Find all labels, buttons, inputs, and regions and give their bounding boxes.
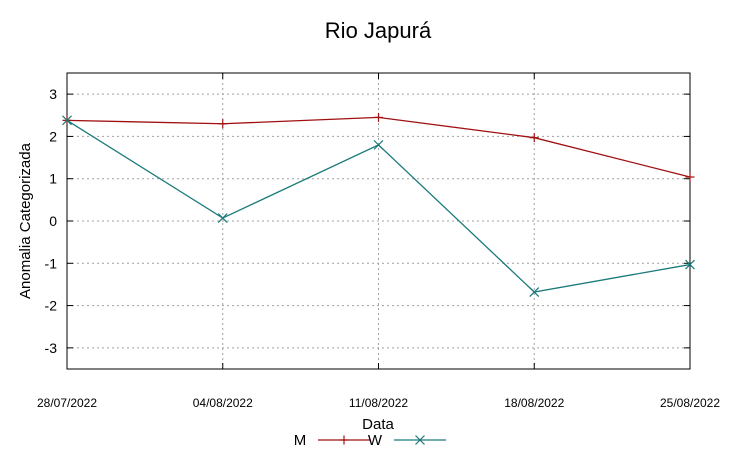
marker-stroke xyxy=(415,435,425,445)
series-layer xyxy=(62,112,695,297)
series-w-line xyxy=(66,119,691,293)
y-tick-label: -2 xyxy=(45,298,58,314)
marker-stroke xyxy=(529,287,540,297)
series-m-point xyxy=(685,172,695,182)
series-w-point xyxy=(217,213,228,223)
x-tick-label: 25/08/2022 xyxy=(660,396,720,410)
marker-stroke xyxy=(685,259,695,270)
series-w-point xyxy=(62,115,72,126)
y-axis-ticks: 3 2 1 0 -1 -2 -3 xyxy=(45,86,690,356)
series-w-point xyxy=(373,139,384,150)
series-m-point xyxy=(529,133,539,143)
legend-label-m: M xyxy=(294,432,307,449)
y-tick-label: 2 xyxy=(49,128,57,144)
x-tick-label: 28/07/2022 xyxy=(37,396,97,410)
x-axis-ticks: 28/07/2022 04/08/2022 11/08/2022 18/08/2022… xyxy=(37,73,720,410)
x-tick-label: 11/08/2022 xyxy=(349,396,408,410)
marker-stroke xyxy=(373,139,384,150)
marker-stroke xyxy=(217,213,228,223)
marker-stroke xyxy=(62,115,72,126)
y-axis-label: Anomalia Categorizada xyxy=(17,142,34,299)
chart-title: Rio Japurá xyxy=(325,18,432,43)
grid-lines xyxy=(67,73,690,369)
y-tick-label: -3 xyxy=(45,340,58,356)
x-tick-label: 18/08/2022 xyxy=(504,396,564,410)
x-tick-label: 04/08/2022 xyxy=(193,396,253,410)
x-axis-label: Data xyxy=(362,416,394,433)
series-w-point xyxy=(529,287,540,297)
series-w-point xyxy=(685,259,695,270)
y-tick-label: 3 xyxy=(49,86,57,102)
y-tick-label: 0 xyxy=(49,213,57,229)
series-m-point xyxy=(218,119,228,129)
legend-marker-w xyxy=(415,435,425,445)
legend-label-w: W xyxy=(368,432,383,449)
y-tick-label: -1 xyxy=(45,255,58,271)
legend-marker-m xyxy=(339,435,349,445)
series-m-point xyxy=(374,112,383,122)
y-tick-label: 1 xyxy=(49,171,57,187)
